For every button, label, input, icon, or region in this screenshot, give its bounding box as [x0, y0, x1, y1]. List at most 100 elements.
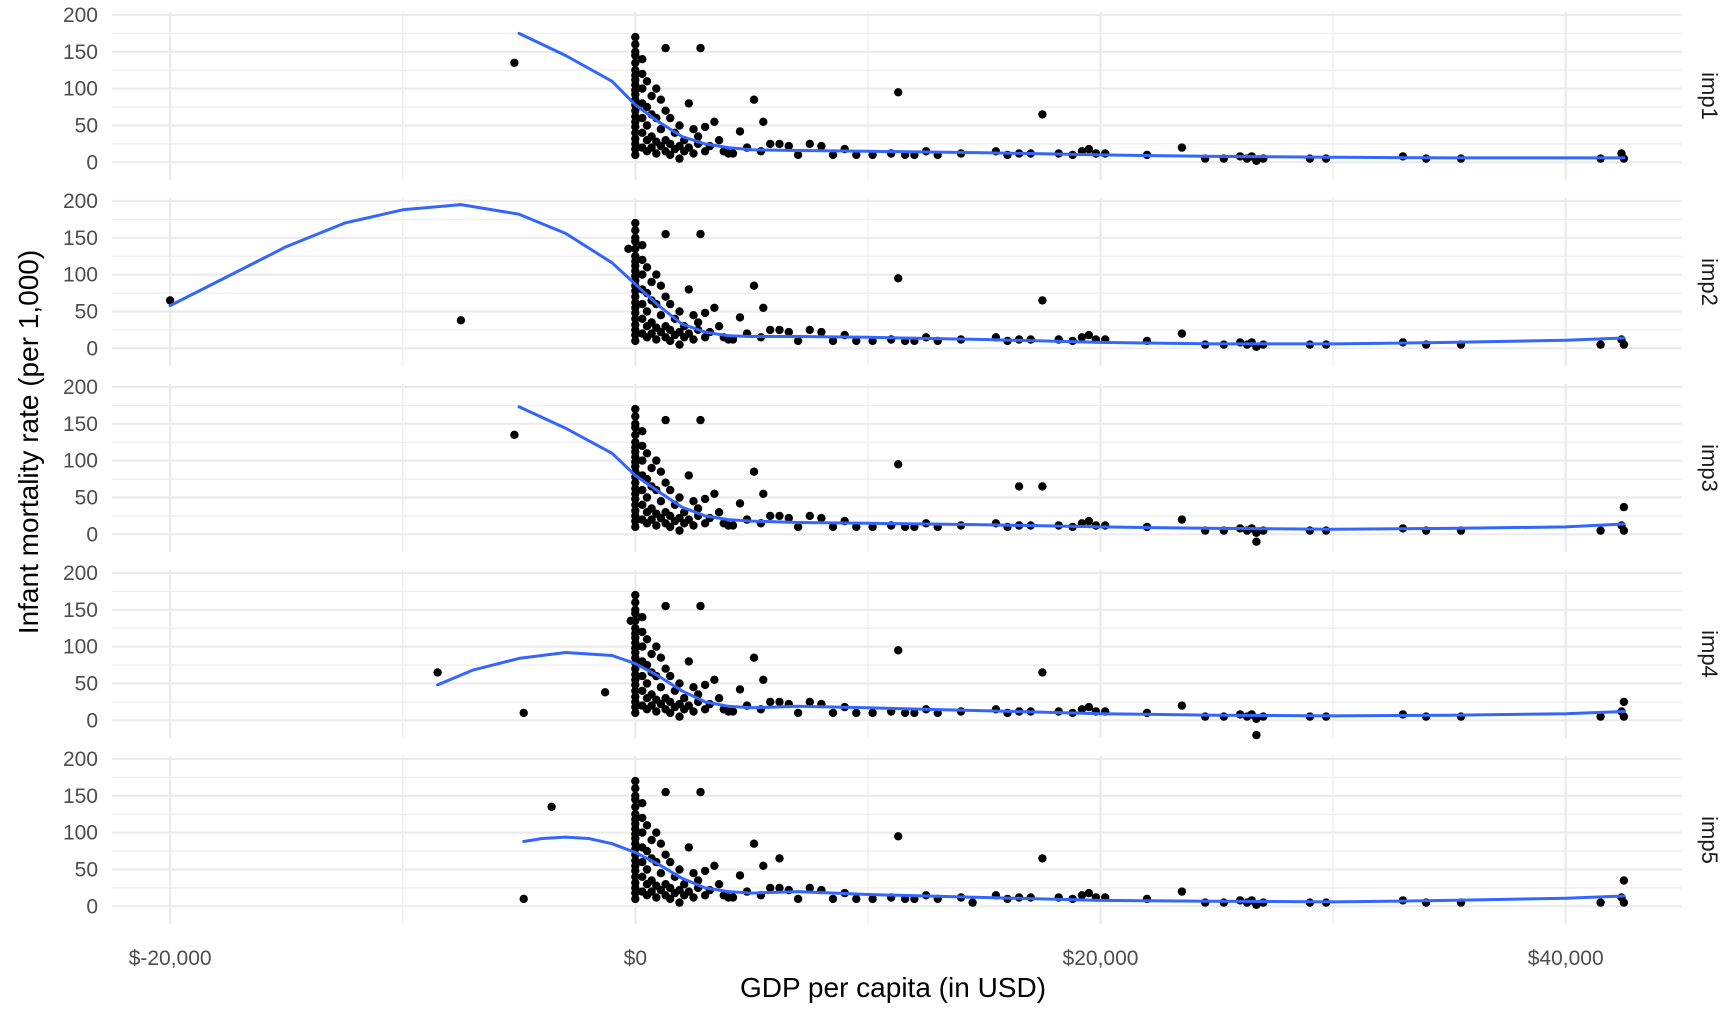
x-tick-label: $40,000: [1528, 947, 1604, 970]
data-point: [868, 894, 877, 904]
data-point: [714, 136, 724, 145]
facet-label-imp4: imp4: [1697, 630, 1722, 678]
data-point: [647, 515, 656, 524]
data-point: [661, 664, 670, 673]
data-point: [638, 613, 647, 622]
data-point: [631, 680, 640, 690]
y-tick-label: 0: [86, 895, 98, 918]
data-point: [759, 117, 768, 127]
data-point: [631, 494, 640, 504]
y-axis-title: Infant mortality rate (per 1,000): [13, 250, 44, 634]
data-point: [647, 91, 656, 101]
y-tick-label: 50: [75, 486, 98, 509]
data-point: [817, 513, 826, 523]
data-point: [661, 43, 670, 53]
data-point: [656, 311, 666, 320]
data-point: [1077, 705, 1087, 714]
data-point: [696, 787, 705, 797]
data-point: [638, 828, 647, 837]
data-point: [652, 335, 661, 344]
y-tick-label: 200: [63, 376, 98, 399]
panel-imp2: 0 50 100 150 200 imp2: [63, 190, 1722, 366]
data-point: [784, 513, 793, 523]
y-tick-label: 0: [86, 523, 98, 546]
data-point: [661, 415, 670, 425]
panel-imp3: 0 50 100 150 200 imp3: [63, 376, 1722, 552]
data-point: [805, 883, 814, 893]
data-point: [638, 113, 647, 123]
data-point: [631, 218, 640, 228]
data-point: [631, 292, 640, 301]
data-point: [666, 299, 675, 309]
data-point: [638, 69, 647, 79]
data-point: [684, 701, 693, 710]
y-tick-label: 200: [63, 190, 98, 213]
data-point: [642, 846, 652, 856]
data-point: [1038, 296, 1047, 305]
data-point: [631, 244, 640, 253]
data-point: [852, 522, 861, 532]
x-tick-label: $20,000: [1063, 947, 1139, 970]
data-point: [775, 139, 784, 149]
data-point: [1596, 898, 1605, 907]
data-point: [675, 865, 684, 874]
data-point: [631, 802, 640, 811]
data-point: [828, 522, 838, 532]
data-point: [638, 813, 647, 823]
data-point: [638, 872, 647, 881]
data-point: [689, 125, 698, 134]
data-point: [638, 857, 647, 867]
data-point: [700, 680, 710, 690]
y-tick-label: 150: [63, 599, 98, 622]
data-point: [642, 865, 652, 874]
data-point: [642, 263, 652, 272]
data-point: [894, 646, 903, 655]
data-point: [1619, 526, 1629, 535]
data-point: [652, 149, 661, 158]
data-point: [749, 653, 759, 662]
data-point: [868, 708, 877, 718]
data-point: [652, 456, 661, 465]
data-point: [1177, 701, 1187, 710]
data-point: [852, 150, 861, 160]
facet-label-imp5: imp5: [1697, 816, 1722, 864]
data-point: [652, 521, 661, 530]
data-point: [638, 485, 647, 495]
data-point: [638, 55, 647, 64]
data-point: [631, 888, 640, 898]
data-point: [631, 308, 640, 318]
data-point: [894, 460, 903, 469]
y-tick-label: 100: [63, 78, 98, 101]
data-point: [684, 285, 693, 294]
data-point: [661, 601, 670, 611]
data-point: [805, 511, 814, 521]
data-point: [828, 894, 838, 904]
data-point: [656, 653, 666, 662]
x-tick-label: $0: [624, 947, 647, 970]
data-point: [828, 150, 838, 160]
y-tick-label: 50: [75, 672, 98, 695]
data-point: [675, 340, 684, 349]
data-point: [631, 144, 640, 154]
smooth-line-imp4: [436, 651, 1626, 718]
data-point: [661, 229, 670, 239]
data-point: [661, 292, 670, 301]
data-point: [661, 478, 670, 487]
data-point: [642, 635, 652, 644]
data-point: [652, 642, 661, 651]
y-tick-label: 200: [63, 4, 98, 27]
data-point: [700, 494, 710, 504]
data-point: [631, 40, 640, 49]
data-point: [631, 866, 640, 876]
data-point: [689, 683, 698, 692]
data-point: [666, 894, 675, 904]
data-point: [766, 697, 775, 707]
data-point: [647, 835, 656, 845]
data-point: [1038, 854, 1047, 863]
data-point: [165, 296, 175, 305]
data-point: [456, 316, 466, 325]
data-point: [693, 504, 703, 513]
data-point: [900, 708, 910, 718]
data-point: [652, 893, 661, 902]
